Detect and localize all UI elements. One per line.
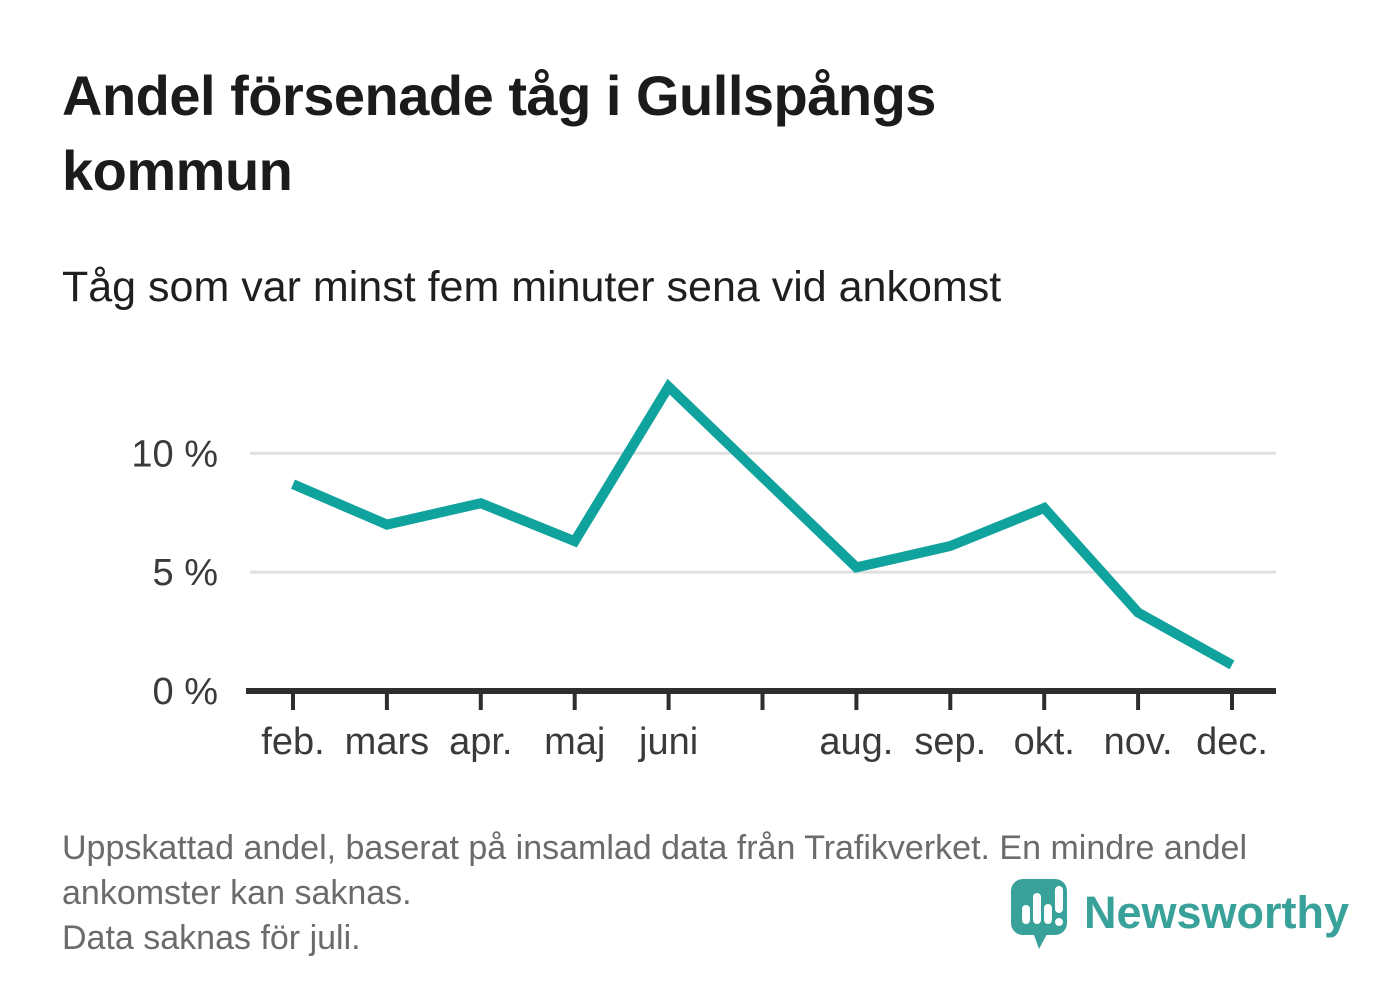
source-note-line1: Uppskattad andel, baserat på insamlad da… (62, 829, 1248, 867)
source-note-line2: ankomster kan saknas. (62, 874, 412, 912)
delayed-trains-line (291, 378, 1235, 670)
y-tick-label-0: 0 % (153, 671, 218, 713)
x-tick-label-feb: feb. (261, 721, 324, 763)
chart-subtitle: Tåg som var minst fem minuter sena vid a… (62, 263, 1002, 311)
x-tick-label-maj: maj (544, 721, 605, 763)
x-tick-label-okt: okt. (1014, 721, 1075, 763)
missing-data-note: Data saknas för juli. (62, 919, 361, 957)
newsworthy-logo-icon (1011, 879, 1067, 949)
x-tick-label-nov: nov. (1104, 721, 1173, 763)
x-tick-label-sep: sep. (914, 721, 986, 763)
x-tick-label-juni: juni (638, 721, 698, 763)
logo-exclamation-dot (1055, 918, 1063, 926)
newsworthy-logo: Newsworthy (1010, 878, 1349, 952)
logo-bar-1 (1022, 905, 1030, 924)
logo-bar-3 (1044, 904, 1052, 924)
chart-title: Andel försenade tåg i Gullspångs kommun (62, 64, 936, 202)
y-tick-label-10: 10 % (131, 433, 218, 475)
y-tick-label-5: 5 % (153, 552, 218, 594)
newsworthy-logo-text: Newsworthy (1084, 887, 1350, 938)
footer-notes: Uppskattad andel, baserat på insamlad da… (62, 826, 1342, 961)
logo-exclamation-stem (1055, 886, 1063, 913)
x-tick-label-dec: dec. (1196, 721, 1268, 763)
x-tick-label-aug: aug. (819, 721, 893, 763)
line-chart: 0 % 5 % 10 % feb. mars apr. maj juni aug. sep. okt… (131, 378, 1276, 763)
x-tick-label-mars: mars (345, 721, 429, 763)
logo-bar-2 (1033, 893, 1041, 924)
x-tick-label-apr: apr. (449, 721, 512, 763)
